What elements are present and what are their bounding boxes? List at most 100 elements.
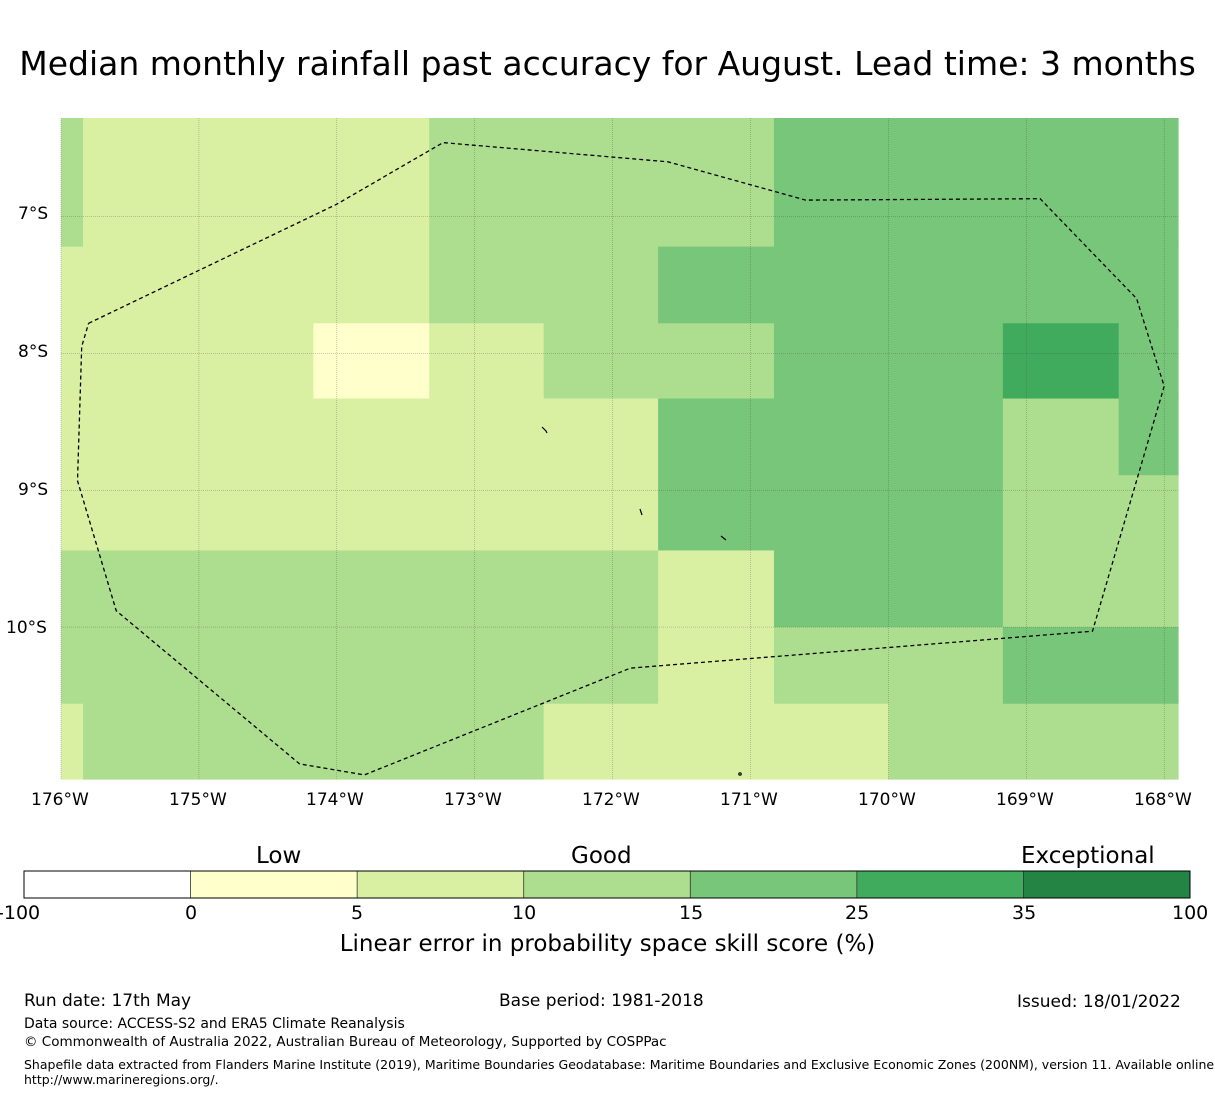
base-period: Base period: 1981-2018	[499, 991, 704, 1011]
legend-category-good: Good	[571, 843, 632, 869]
skill-cell	[1002, 246, 1120, 324]
skill-cell	[61, 703, 84, 780]
legend-category-exceptional: Exceptional	[1021, 843, 1155, 869]
skill-cell	[543, 246, 659, 324]
skill-cell	[313, 118, 430, 248]
skill-cell	[1002, 323, 1120, 400]
eez-boundary	[76, 141, 1165, 776]
skill-cell	[429, 475, 545, 552]
skill-cell	[61, 475, 84, 552]
skill-cell	[61, 398, 84, 476]
skill-cell	[429, 550, 545, 628]
skill-cell	[1118, 627, 1179, 705]
lon-label: 176°W	[31, 790, 89, 810]
skill-cell	[313, 703, 430, 780]
skill-cell	[1118, 550, 1179, 628]
skill-cell	[543, 550, 659, 628]
skill-cell	[773, 398, 890, 476]
skill-cell	[83, 246, 314, 324]
colorbar-tick-label: 15	[679, 902, 704, 924]
skill-cell	[429, 323, 545, 400]
skill-cell	[1118, 118, 1179, 248]
skill-cell	[1002, 550, 1120, 628]
lat-label: 8°S	[18, 342, 49, 362]
skill-cell	[61, 118, 84, 248]
colorbar-tick-label: 25	[845, 902, 870, 924]
skill-cell	[1002, 703, 1120, 780]
shapefile-credit: Shapefile data extracted from Flanders M…	[24, 1057, 1215, 1072]
skill-cell	[888, 550, 1004, 628]
skill-cell	[658, 475, 775, 552]
skill-cell	[83, 398, 314, 476]
skill-cell	[773, 246, 890, 324]
skill-cell	[313, 475, 430, 552]
skill-cell	[543, 475, 659, 552]
skill-grid	[61, 118, 1179, 780]
skill-cell	[1002, 398, 1120, 476]
island-fakaofo	[720, 535, 727, 541]
colorbar-swatch	[357, 871, 524, 898]
skill-cell	[83, 118, 314, 248]
skill-cell	[313, 398, 430, 476]
skill-cell	[313, 627, 430, 705]
skill-cell	[773, 627, 890, 705]
skill-cell	[83, 703, 314, 780]
skill-cell	[658, 246, 775, 324]
skill-cell	[543, 398, 659, 476]
skill-cell	[888, 398, 1004, 476]
skill-cell	[83, 475, 314, 552]
skill-cell	[1002, 118, 1120, 248]
skill-cell	[61, 627, 84, 705]
skill-cell	[1118, 246, 1179, 324]
data-source: Data source: ACCESS-S2 and ERA5 Climate …	[24, 1016, 405, 1032]
skill-cell	[313, 246, 430, 324]
skill-cell	[773, 323, 890, 400]
skill-cell	[888, 703, 1004, 780]
colorbar-swatch	[190, 871, 358, 898]
skill-cell	[429, 703, 545, 780]
skill-cell	[83, 627, 314, 705]
skill-cell	[658, 550, 775, 628]
skill-cell	[888, 475, 1004, 552]
skill-cell	[773, 118, 890, 248]
skill-cell	[543, 627, 659, 705]
skill-cell	[888, 627, 1004, 705]
skill-cell	[429, 246, 545, 324]
colorbar-swatch	[856, 871, 1024, 898]
lon-label: 168°W	[1134, 790, 1192, 810]
island-swains	[738, 772, 742, 776]
skill-cell	[1118, 323, 1179, 400]
island-atafu	[541, 426, 548, 434]
run-date: Run date: 17th May	[24, 991, 192, 1011]
legend-category-low: Low	[256, 843, 302, 869]
colorbar-tick-label: -100	[0, 902, 41, 924]
colorbar-swatch	[24, 871, 191, 898]
skill-cell	[773, 703, 890, 780]
map-title: Median monthly rainfall past accuracy fo…	[19, 44, 1196, 83]
lat-label: 9°S	[18, 480, 49, 500]
skill-cell	[83, 323, 314, 400]
skill-cell	[61, 246, 84, 324]
copyright: © Commonwealth of Australia 2022, Austra…	[24, 1034, 667, 1050]
skill-cell	[543, 118, 659, 248]
skill-cell	[658, 118, 775, 248]
skill-cell	[543, 703, 659, 780]
issued-date: Issued: 18/01/2022	[1017, 992, 1181, 1012]
colorbar	[23, 870, 1191, 899]
lon-label: 174°W	[306, 790, 364, 810]
skill-cell	[1002, 475, 1120, 552]
colorbar-swatch	[1023, 871, 1190, 898]
skill-cell	[888, 323, 1004, 400]
shapefile-url: http://www.marineregions.org/.	[24, 1072, 219, 1087]
lat-label: 10°S	[6, 618, 47, 638]
skill-cell	[773, 475, 890, 552]
skill-cell	[773, 550, 890, 628]
skill-cell	[888, 118, 1004, 248]
skill-cell	[888, 246, 1004, 324]
skill-cell	[429, 118, 545, 248]
skill-cell	[658, 398, 775, 476]
island-nukunonu	[639, 508, 643, 516]
colorbar-swatch	[690, 871, 857, 898]
skill-cell	[83, 550, 314, 628]
